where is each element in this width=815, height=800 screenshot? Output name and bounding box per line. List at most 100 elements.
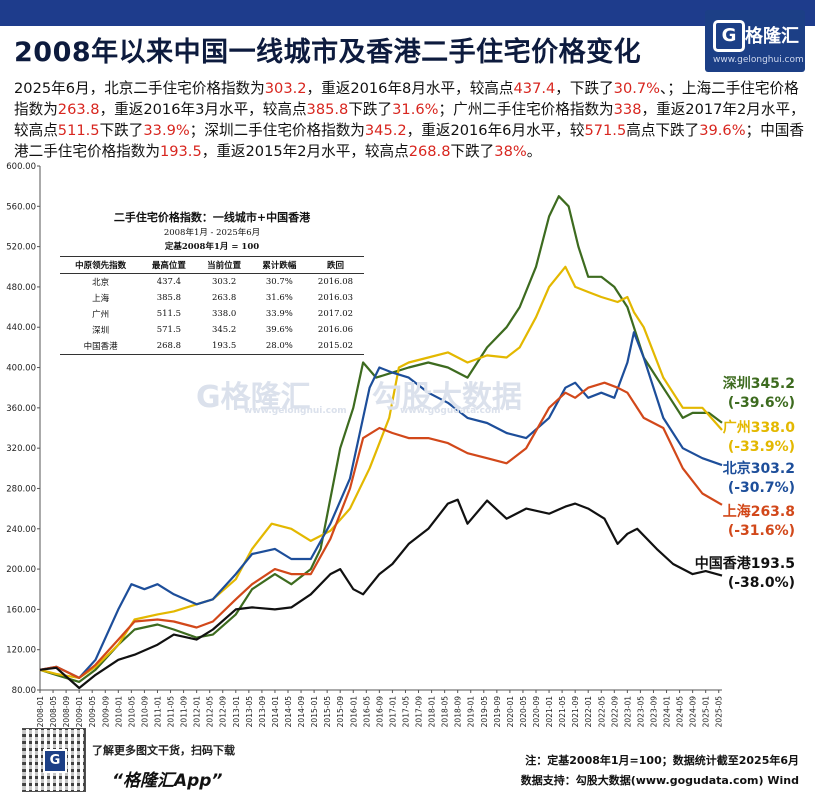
summary-part: 2025年6月，北京二手住宅价格指数为	[14, 80, 265, 97]
table-cell: 511.5	[156, 309, 182, 319]
watermark-gelonghui-site: www.gelonghui.com	[244, 406, 347, 416]
end-label-change: (-30.7%)	[728, 480, 795, 496]
summary-part: ，重返2016年8月水平，较高点	[306, 80, 514, 97]
y-tick-label: 120.00	[6, 646, 36, 656]
x-tick-label: 2009-01	[75, 696, 84, 728]
qr-logo-icon: G	[43, 749, 67, 773]
x-tick-label: 2013-01	[232, 696, 241, 728]
watermark-gelonghui: G格隆汇	[196, 380, 311, 415]
x-tick-label: 2016-05	[362, 696, 371, 728]
x-axis: 2008-01 2008-05 2008-09 2009-01 2009-05 2009-…	[36, 690, 724, 727]
x-tick-label: 2021-05	[558, 696, 567, 728]
watermark-gogudata: 勾股大数据	[372, 380, 522, 415]
table-header-cell: 当前位置	[196, 256, 252, 274]
x-tick-label: 2021-09	[571, 696, 580, 728]
summary-value: 345.2	[364, 122, 407, 139]
y-tick-label: 200.00	[6, 565, 36, 575]
x-tick-label: 2013-05	[245, 696, 254, 728]
x-tick-label: 2019-05	[480, 696, 489, 728]
x-tick-label: 2020-09	[532, 696, 541, 728]
x-tick-label: 2022-09	[610, 696, 619, 728]
table-cell: 2016.03	[317, 293, 354, 303]
x-tick-label: 2012-05	[206, 696, 215, 728]
table-cell: 广州	[92, 310, 110, 320]
watermark-gogudata-site: www.gogudata.com	[400, 406, 501, 416]
summary-value: 39.6%	[699, 122, 746, 139]
table-row: 中国香港 268.8 193.5 28.0% 2015.02	[60, 338, 364, 355]
x-tick-label: 2016-01	[349, 696, 358, 728]
x-tick-label: 2015-01	[310, 696, 319, 728]
y-tick-label: 240.00	[6, 525, 36, 535]
qr-caption: 了解更多图文干货，扫码下载	[92, 744, 235, 757]
summary-value: 30.7%	[613, 80, 661, 97]
table-cell: 385.8	[156, 293, 182, 303]
x-tick-label: 2012-09	[219, 696, 228, 728]
table-header-cell: 中原领先指数	[60, 256, 142, 274]
y-tick-label: 560.00	[6, 202, 36, 212]
x-tick-label: 2023-01	[623, 696, 632, 728]
summary-part: 下跌了	[348, 101, 393, 118]
table-cell: 中国香港	[60, 338, 142, 355]
x-tick-label: 2018-05	[441, 696, 450, 728]
price-index-line-chart: 80.00 120.00 160.00 200.00 240.00 280.00 320.0…	[6, 162, 796, 727]
x-tick-label: 2009-05	[88, 696, 97, 728]
x-tick-label: 2021-01	[545, 696, 554, 728]
x-tick-label: 2008-05	[49, 696, 58, 728]
table-subtitle-base: 定基2008年1月 = 100	[164, 242, 260, 252]
y-tick-label: 80.00	[12, 686, 36, 696]
y-tick-label: 400.00	[6, 364, 36, 374]
x-tick-label: 2014-05	[284, 696, 293, 728]
summary-table-box: 二手住宅价格指数：一线城市+中国香港 2008年1月 - 2025年6月 定基2…	[56, 204, 368, 355]
summary-part: 高点下跌了	[626, 122, 700, 139]
summary-value: 268.8	[408, 143, 451, 160]
summary-part: ，下跌了	[555, 80, 614, 97]
x-tick-label: 2014-09	[297, 696, 306, 728]
table-cell: 303.2	[211, 277, 237, 287]
series-line-广州	[39, 265, 723, 679]
table-cell: 571.5	[156, 325, 182, 335]
x-tick-label: 2010-01	[114, 696, 123, 728]
y-tick-label: 480.00	[6, 283, 36, 293]
table-cell: 338.0	[211, 309, 237, 319]
series-line-中国香港	[39, 498, 723, 690]
summary-value: 31.6%	[392, 101, 439, 118]
logo-mark: G	[713, 20, 745, 52]
table-body: 北京 437.4 303.2 30.7% 2016.08 上海 385.8 263.8 31.6…	[60, 274, 364, 355]
summary-value: 263.8	[57, 101, 100, 118]
table-cell: 深圳	[92, 326, 110, 336]
x-tick-label: 2018-01	[428, 696, 437, 728]
summary-part: 下跌了	[99, 122, 144, 139]
x-tick-label: 2024-01	[663, 696, 672, 728]
x-tick-label: 2017-05	[401, 696, 410, 728]
table-cell: 上海	[92, 294, 110, 304]
table-subtitle-range: 2008年1月 - 2025年6月	[163, 228, 261, 238]
y-tick-label: 320.00	[6, 444, 36, 454]
logo-name: 格隆汇	[745, 26, 799, 47]
gelonghui-logo[interactable]: G 格隆汇 www.gelonghui.com	[705, 10, 805, 72]
end-label-change: (-39.6%)	[728, 395, 795, 411]
x-tick-label: 2017-09	[415, 696, 424, 728]
end-label-value: 广州338.0	[723, 419, 796, 436]
x-tick-label: 2015-05	[323, 696, 332, 728]
table-cell: 263.8	[211, 293, 237, 303]
summary-value: 338	[613, 101, 642, 118]
end-label-value: 中国香港193.5	[695, 555, 795, 572]
summary-value: 33.9%	[143, 122, 190, 139]
series-line-上海	[39, 381, 723, 679]
table-row: 广州 511.5 338.0 33.9% 2017.02	[60, 306, 364, 322]
table-cell: 2017.02	[317, 309, 354, 319]
x-tick-label: 2010-09	[140, 696, 149, 728]
data-source: 数据支持：勾股大数据(www.gogudata.com) Wind	[520, 774, 799, 787]
y-tick-label: 160.00	[6, 605, 36, 615]
x-tick-label: 2020-01	[506, 696, 515, 728]
summary-value: 38%	[494, 143, 527, 160]
table-cell: 2015.02	[307, 338, 364, 355]
summary-part: 。	[526, 143, 542, 160]
summary-text: 2025年6月，北京二手住宅价格指数为303.2，重返2016年8月水平，较高点…	[14, 78, 809, 162]
x-tick-label: 2020-05	[519, 696, 528, 728]
footnote: 注：定基2008年1月=100；数据统计截至2025年6月	[525, 754, 799, 767]
summary-value: 303.2	[264, 80, 307, 97]
table-row: 上海 385.8 263.8 31.6% 2016.03	[60, 290, 364, 306]
end-label-value: 深圳345.2	[723, 375, 795, 392]
table-row: 北京 437.4 303.2 30.7% 2016.08	[60, 274, 364, 291]
